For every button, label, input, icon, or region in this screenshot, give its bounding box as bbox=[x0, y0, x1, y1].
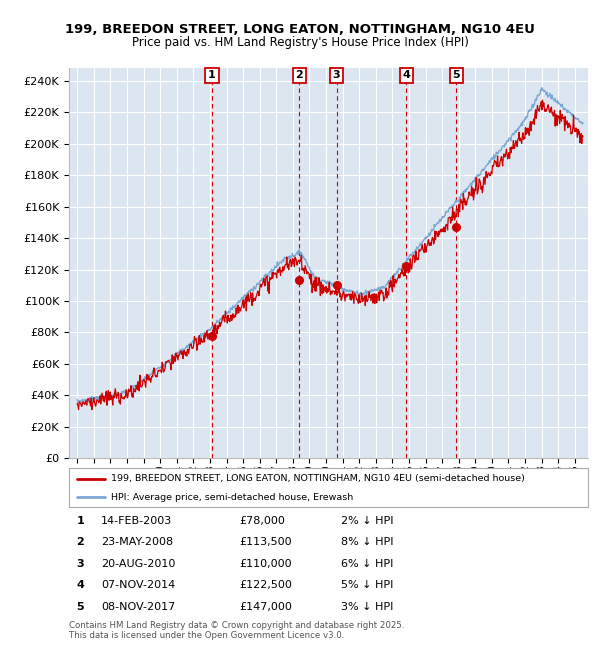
Text: £147,000: £147,000 bbox=[239, 602, 292, 612]
Text: 1: 1 bbox=[77, 516, 84, 526]
Text: 199, BREEDON STREET, LONG EATON, NOTTINGHAM, NG10 4EU: 199, BREEDON STREET, LONG EATON, NOTTING… bbox=[65, 23, 535, 36]
Text: 23-MAY-2008: 23-MAY-2008 bbox=[101, 538, 173, 547]
Text: 199, BREEDON STREET, LONG EATON, NOTTINGHAM, NG10 4EU (semi-detached house): 199, BREEDON STREET, LONG EATON, NOTTING… bbox=[110, 474, 524, 484]
Text: 5: 5 bbox=[452, 70, 460, 81]
Text: 2% ↓ HPI: 2% ↓ HPI bbox=[341, 516, 394, 526]
Text: Price paid vs. HM Land Registry's House Price Index (HPI): Price paid vs. HM Land Registry's House … bbox=[131, 36, 469, 49]
Text: 3: 3 bbox=[333, 70, 340, 81]
Text: 2: 2 bbox=[77, 538, 84, 547]
Text: £110,000: £110,000 bbox=[239, 559, 292, 569]
Text: 8% ↓ HPI: 8% ↓ HPI bbox=[341, 538, 394, 547]
Text: 20-AUG-2010: 20-AUG-2010 bbox=[101, 559, 175, 569]
Text: HPI: Average price, semi-detached house, Erewash: HPI: Average price, semi-detached house,… bbox=[110, 493, 353, 502]
Text: 4: 4 bbox=[403, 70, 410, 81]
Text: 3: 3 bbox=[77, 559, 84, 569]
Text: 2: 2 bbox=[295, 70, 303, 81]
Text: 14-FEB-2003: 14-FEB-2003 bbox=[101, 516, 172, 526]
Text: 5% ↓ HPI: 5% ↓ HPI bbox=[341, 580, 393, 590]
Text: 6% ↓ HPI: 6% ↓ HPI bbox=[341, 559, 393, 569]
Text: 3% ↓ HPI: 3% ↓ HPI bbox=[341, 602, 393, 612]
Text: £78,000: £78,000 bbox=[239, 516, 284, 526]
Text: £113,500: £113,500 bbox=[239, 538, 292, 547]
Text: 07-NOV-2014: 07-NOV-2014 bbox=[101, 580, 175, 590]
Text: 1: 1 bbox=[208, 70, 216, 81]
Text: £122,500: £122,500 bbox=[239, 580, 292, 590]
Text: 08-NOV-2017: 08-NOV-2017 bbox=[101, 602, 175, 612]
Text: 4: 4 bbox=[76, 580, 85, 590]
Text: Contains HM Land Registry data © Crown copyright and database right 2025.
This d: Contains HM Land Registry data © Crown c… bbox=[69, 621, 404, 640]
Text: 5: 5 bbox=[77, 602, 84, 612]
